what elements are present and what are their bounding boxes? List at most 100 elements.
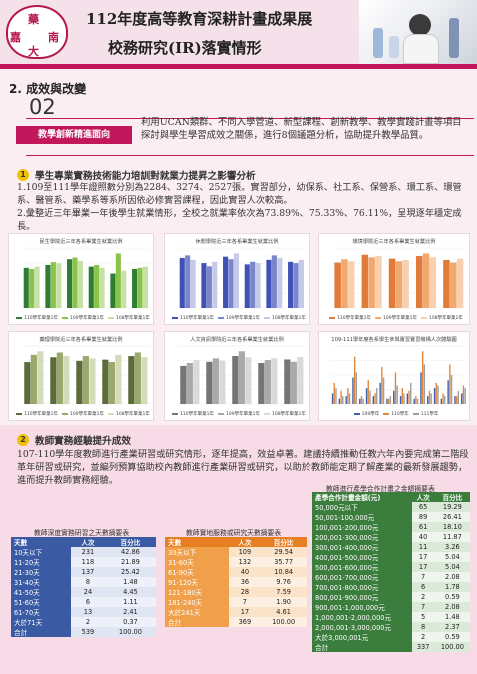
university-seal-logo: 藥 嘉 南 大 — [6, 5, 68, 59]
chart-bar — [238, 351, 245, 404]
table-cell: 337 — [411, 642, 435, 652]
table-cell: 6 — [71, 597, 105, 607]
table-header-cell: 人次 — [229, 537, 261, 547]
chart-bar — [422, 253, 430, 308]
section-title: 2. 成效與改變 — [9, 82, 87, 96]
table-cell: 41-50天 — [11, 587, 72, 597]
table-header-cell: 人次 — [411, 492, 435, 502]
table-row: 2,000,001-3,000,000元 8 2.37 — [312, 622, 470, 632]
table-cell: 11 — [411, 542, 435, 552]
chart-bar — [464, 388, 466, 404]
item1-title: 學生專業實務技術能力培訓對就業力提昇之影響分析 — [35, 171, 256, 182]
legend-label: 109學年畢業1年 — [70, 412, 104, 417]
chart-bar — [132, 268, 138, 308]
chart-bar — [331, 393, 334, 404]
chart-bar — [394, 372, 397, 404]
chart-bar — [449, 364, 451, 404]
chart-bar — [455, 396, 458, 404]
industry-amount-table: 產學合作計畫金額(元) 人次 百分比 50,000元以下 65 19.29 50,001-1… — [312, 492, 470, 652]
legend-label: 108學年畢業1年 — [428, 316, 463, 321]
table-row: 大於71天 2 0.37 — [11, 617, 156, 627]
chart-bar — [421, 351, 424, 404]
chart-bar — [290, 361, 297, 404]
chart-bar — [401, 388, 403, 404]
chart-bar — [393, 390, 395, 404]
poster-title: 112年度高等教育深耕計畫成果展 — [86, 10, 313, 28]
chart-bar — [193, 360, 200, 404]
table-cell: 5.04 — [434, 552, 470, 562]
section-number: 02 — [29, 95, 56, 119]
chart-bar — [94, 264, 100, 308]
chart-bar — [442, 393, 444, 404]
chart-bar — [244, 264, 250, 308]
chart-bar — [50, 262, 56, 308]
chart-bar — [137, 267, 143, 308]
chart-bar — [375, 256, 382, 308]
chart-bar — [271, 358, 278, 404]
table-cell: 1.48 — [434, 612, 470, 622]
chart-bar — [461, 393, 463, 404]
table-cell: 28 — [229, 587, 261, 597]
chart-bar — [76, 360, 83, 404]
chart-legend: 109學年 110學年 111學年 — [319, 411, 469, 417]
chart-bar — [334, 262, 341, 308]
table-row: 合計 337 100.00 — [312, 642, 470, 652]
legend-label: 109學年 — [361, 412, 380, 417]
chart-legend: 110學年畢業1年 109學年畢業1年 108學年畢業1年 — [165, 411, 309, 417]
chart-bar — [141, 357, 148, 404]
table-cell: 大於3,000,001元 — [312, 632, 412, 642]
chart-bar — [179, 257, 185, 308]
table-cell: 0.59 — [434, 592, 470, 602]
table-cell: 19.29 — [434, 502, 470, 512]
table-cell: 700,001-800,000元 — [312, 582, 412, 592]
table-cell: 109 — [229, 547, 261, 557]
table-cell: 7.59 — [260, 587, 307, 597]
table-header-cell: 百分比 — [104, 537, 156, 547]
chart-title: 藥理學院近三年各系畢業生就業比例 — [39, 337, 123, 343]
chart-bar — [428, 390, 431, 404]
chart-6: 109-111學年度各系學生參與實習實習機構人次體驗圖 109學年 110學年 111… — [318, 331, 470, 421]
table-cell: 0.37 — [104, 617, 156, 627]
table-cell: 35.77 — [260, 557, 307, 567]
table-cell: 137 — [71, 567, 105, 577]
service-days-table: 天數 人次 百分比 30天以下 109 29.54 31-60天 132 35.77 61-90天… — [165, 537, 307, 627]
table-cell: 539 — [71, 627, 105, 637]
chart-title: 休閒學院近三年各系畢業生就業比例 — [195, 239, 279, 245]
chart-4: 藥理學院近三年各系畢業生就業比例 110學年畢業1年 109學年畢業1年 108學年畢… — [8, 331, 154, 421]
chart-bar — [258, 362, 265, 404]
table-header-cell: 天數 — [11, 537, 72, 547]
chart-bar — [348, 261, 355, 308]
table-cell: 800,001-900,000元 — [312, 592, 412, 602]
item2-paragraph: 107-110學年度教師進行產業研習或研究情形，逐年提高，效益卓著。建議持續推動… — [17, 449, 469, 486]
table-cell: 118 — [71, 557, 105, 567]
chart-bar — [416, 256, 423, 308]
chart-bar — [284, 359, 291, 404]
chart-bar — [352, 377, 354, 404]
chart-bar — [386, 398, 388, 404]
table-row: 合計 539 100.00 — [11, 627, 156, 637]
table-cell: 65 — [411, 502, 435, 512]
legend-label: 110學年畢業1年 — [180, 316, 215, 321]
table-cell: 4.61 — [260, 607, 307, 617]
chart-bar — [233, 253, 239, 308]
table-cell: 大於241天 — [165, 607, 230, 617]
chart-bar — [353, 356, 356, 404]
chart-bar — [121, 270, 127, 308]
chart-bar — [355, 372, 358, 404]
table-cell: 1.90 — [260, 597, 307, 607]
item1-point1: 1.109至111學年證照數分別為2284、3274、2527張。實習部分，幼保… — [17, 182, 462, 206]
chart-bar — [206, 266, 212, 308]
chart-legend: 110學年畢業1年 109學年畢業1年 108學年畢業1年 — [319, 315, 469, 321]
chart-bar — [293, 263, 299, 308]
table-row: 300,001-400,000元 11 3.26 — [312, 542, 470, 552]
chart-bar — [206, 361, 213, 404]
chart-bar — [433, 388, 436, 404]
chart-bar — [255, 263, 261, 308]
legend-label: 109學年畢業1年 — [226, 316, 260, 321]
chart-bar — [382, 377, 385, 404]
chart-bar — [298, 259, 304, 308]
chart-bar — [342, 396, 344, 404]
chart-bar — [376, 388, 378, 404]
table-cell: 50,001-100,000元 — [312, 512, 412, 522]
table-row: 100,001-200,000元 61 18.10 — [312, 522, 470, 532]
